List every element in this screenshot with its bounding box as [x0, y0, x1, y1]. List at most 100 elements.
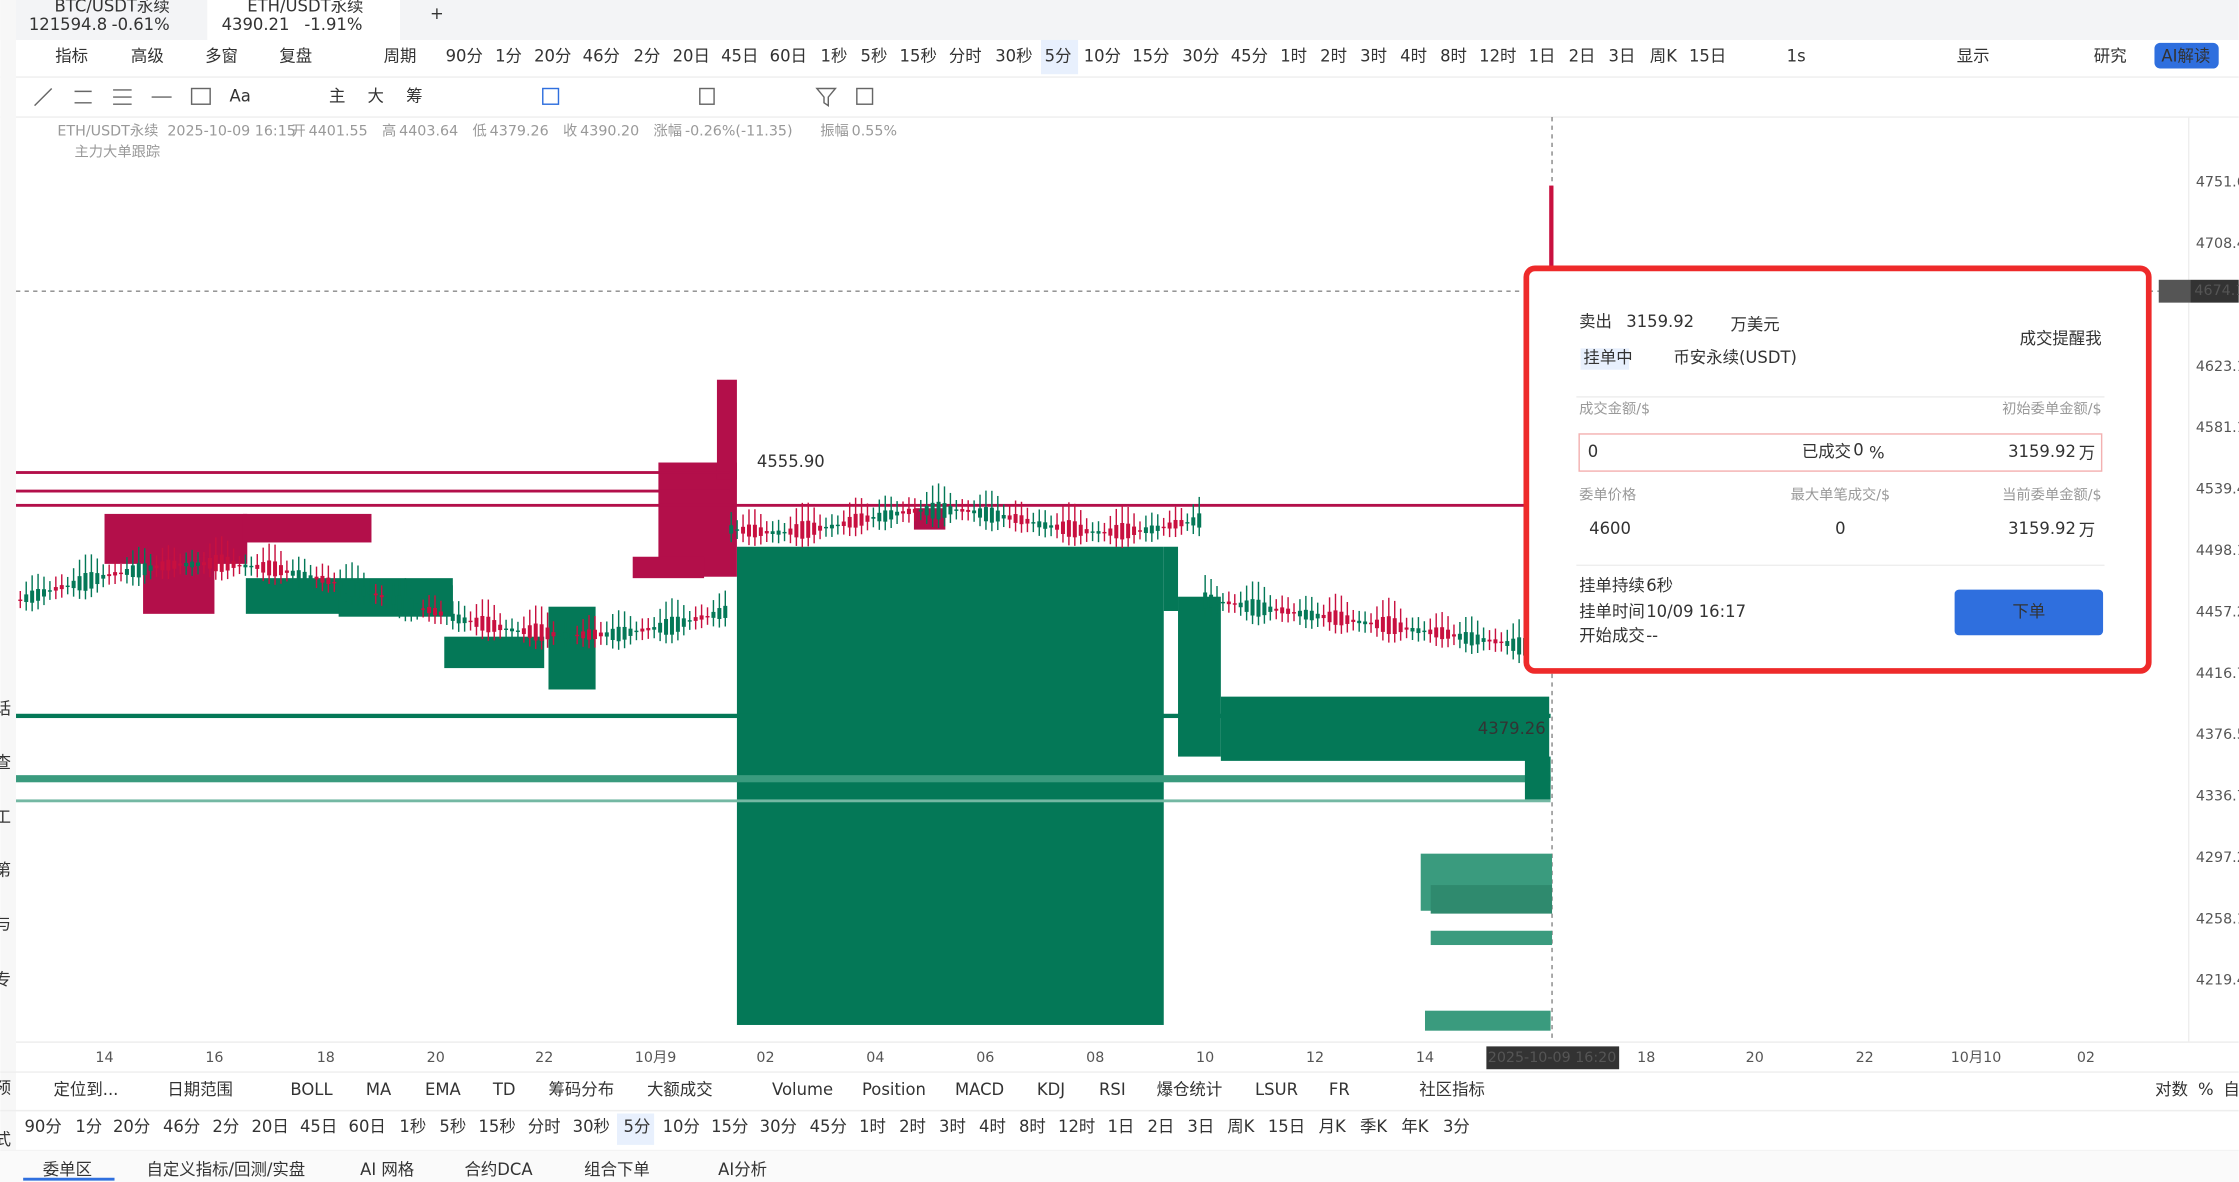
period-button[interactable]: 4时 — [979, 1117, 1006, 1136]
period-button[interactable]: 60日 — [770, 47, 807, 66]
period-button[interactable]: 90分 — [446, 47, 483, 66]
period-button[interactable]: 周K — [1650, 47, 1678, 66]
period-button[interactable]: 30分 — [760, 1117, 797, 1136]
scale-option[interactable]: % — [2198, 1080, 2214, 1099]
indicator-button[interactable]: 定位到... — [54, 1080, 119, 1099]
drawing-tool[interactable]: 主 — [329, 87, 345, 106]
indicator-button[interactable]: FR — [1329, 1080, 1350, 1099]
indicator-button[interactable]: TD — [492, 1080, 516, 1099]
period-button[interactable]: 1秒 — [821, 47, 848, 66]
indicator-button[interactable]: 日期范围 — [167, 1080, 233, 1099]
toolbar-right-item[interactable]: 显示 — [1957, 47, 1990, 66]
period-button[interactable]: 分时 — [528, 1117, 561, 1136]
indicator-button[interactable]: Volume — [772, 1080, 833, 1099]
toolbar-item[interactable]: 高级 — [131, 47, 164, 66]
period-button[interactable]: 30分 — [1182, 47, 1219, 66]
toolbar-item[interactable]: 复盘 — [279, 47, 312, 66]
period-button[interactable]: 周K — [1227, 1117, 1255, 1136]
indicator-button[interactable]: 社区指标 — [1419, 1080, 1485, 1099]
period-button[interactable]: 2时 — [1320, 47, 1347, 66]
tab-name[interactable]: ETH/USDT永续 — [247, 0, 363, 16]
toolbar-item[interactable]: 多窗 — [205, 47, 238, 66]
period-button[interactable]: 20分 — [534, 47, 571, 66]
period-button[interactable]: 5秒 — [439, 1117, 466, 1136]
period-button[interactable]: 1秒 — [399, 1117, 426, 1136]
indicator-button[interactable]: 筹码分布 — [548, 1080, 614, 1099]
period-button[interactable]: 15日 — [1268, 1117, 1305, 1136]
add-tab[interactable]: + — [430, 4, 444, 23]
active-tab[interactable] — [207, 0, 401, 40]
period-button[interactable]: 20日 — [251, 1117, 288, 1136]
period-button[interactable]: 10分 — [1084, 47, 1121, 66]
period-button[interactable]: 2分 — [212, 1117, 239, 1136]
period-button[interactable]: 90分 — [24, 1117, 61, 1136]
drawing-tool[interactable]: Aa — [229, 87, 250, 106]
indicator-button[interactable]: LSUR — [1255, 1080, 1298, 1099]
place-order-button[interactable] — [1954, 589, 2104, 636]
period-button[interactable]: 分时 — [949, 47, 982, 66]
bottom-tab[interactable]: 自定义指标/回测/实盘 — [147, 1160, 306, 1179]
period-button[interactable]: 1分 — [495, 47, 522, 66]
indicator-button[interactable]: RSI — [1099, 1080, 1126, 1099]
period-button[interactable]: 8时 — [1019, 1117, 1046, 1136]
period-button[interactable]: 45日 — [721, 47, 758, 66]
order-button-label[interactable]: 下单 — [2012, 602, 2045, 621]
period-button[interactable]: 3时 — [1360, 47, 1387, 66]
period-button[interactable]: 20日 — [673, 47, 710, 66]
bottom-tab[interactable]: 组合下单 — [584, 1160, 650, 1179]
toolbar-item[interactable]: 周期 — [384, 47, 417, 66]
period-button[interactable]: 60日 — [349, 1117, 386, 1136]
period-button[interactable]: 30秒 — [573, 1117, 610, 1136]
period-button[interactable]: 2日 — [1569, 47, 1596, 66]
period-button[interactable]: 3日 — [1609, 47, 1636, 66]
period-button[interactable]: 15分 — [711, 1117, 748, 1136]
period-button[interactable]: 1日 — [1529, 47, 1556, 66]
bottom-tab[interactable]: AI分析 — [718, 1160, 767, 1179]
period-button[interactable]: 4时 — [1400, 47, 1427, 66]
period-button[interactable]: 15秒 — [900, 47, 937, 66]
toolbar-item[interactable]: 指标 — [55, 47, 88, 66]
period-button[interactable]: 2日 — [1147, 1117, 1174, 1136]
period-button[interactable]: 30秒 — [995, 47, 1032, 66]
period-button[interactable]: 2分 — [634, 47, 661, 66]
period-button[interactable]: 15分 — [1132, 47, 1169, 66]
indicator-button[interactable]: MA — [366, 1080, 392, 1099]
bottom-tab[interactable]: 合约DCA — [464, 1160, 533, 1179]
bottom-tab[interactable]: 委单区 — [43, 1160, 92, 1179]
indicator-button[interactable]: KDJ — [1037, 1080, 1065, 1099]
period-button[interactable]: 15日 — [1689, 47, 1726, 66]
bottom-tab[interactable]: AI 网格 — [360, 1160, 415, 1179]
period-button[interactable]: 1时 — [1280, 47, 1307, 66]
period-button[interactable]: 20分 — [113, 1117, 150, 1136]
period-button[interactable]: 月K — [1319, 1117, 1347, 1136]
period-button[interactable]: 45分 — [1231, 47, 1268, 66]
drawing-tool[interactable]: 筹 — [406, 87, 422, 106]
period-button[interactable]: 季K — [1360, 1117, 1388, 1136]
scale-option[interactable]: 自 — [2223, 1080, 2239, 1099]
period-button[interactable]: 3分 — [1443, 1117, 1470, 1136]
indicator-button[interactable]: Position — [862, 1080, 926, 1099]
period-button[interactable]: 3时 — [939, 1117, 966, 1136]
scale-option[interactable]: 对数 — [2155, 1080, 2188, 1099]
period-button[interactable]: 10分 — [663, 1117, 700, 1136]
toolbar-right-item[interactable]: 研究 — [2094, 47, 2127, 66]
period-button[interactable]: 5分 — [624, 1117, 651, 1136]
indicator-button[interactable]: 大额成交 — [647, 1080, 713, 1099]
period-button[interactable]: 1日 — [1107, 1117, 1134, 1136]
indicator-button[interactable]: MACD — [955, 1080, 1004, 1099]
period-button[interactable]: 45日 — [300, 1117, 337, 1136]
indicator-button[interactable]: EMA — [425, 1080, 462, 1099]
toolbar-right-item[interactable]: 1s — [1787, 47, 1806, 66]
period-button[interactable]: 15秒 — [478, 1117, 515, 1136]
indicator-button[interactable]: BOLL — [290, 1080, 333, 1099]
period-button[interactable]: 45分 — [810, 1117, 847, 1136]
period-button[interactable]: 12时 — [1479, 47, 1516, 66]
tab-name[interactable]: BTC/USDT永续 — [55, 0, 170, 16]
period-button[interactable]: 1分 — [75, 1117, 102, 1136]
period-button[interactable]: 年K — [1401, 1117, 1429, 1136]
drawing-tool[interactable]: 大 — [368, 87, 384, 106]
period-button[interactable]: 2时 — [899, 1117, 926, 1136]
period-button[interactable]: 46分 — [583, 47, 620, 66]
period-button[interactable]: 3日 — [1187, 1117, 1214, 1136]
remind-link[interactable]: 成交提醒我 — [2020, 329, 2102, 348]
